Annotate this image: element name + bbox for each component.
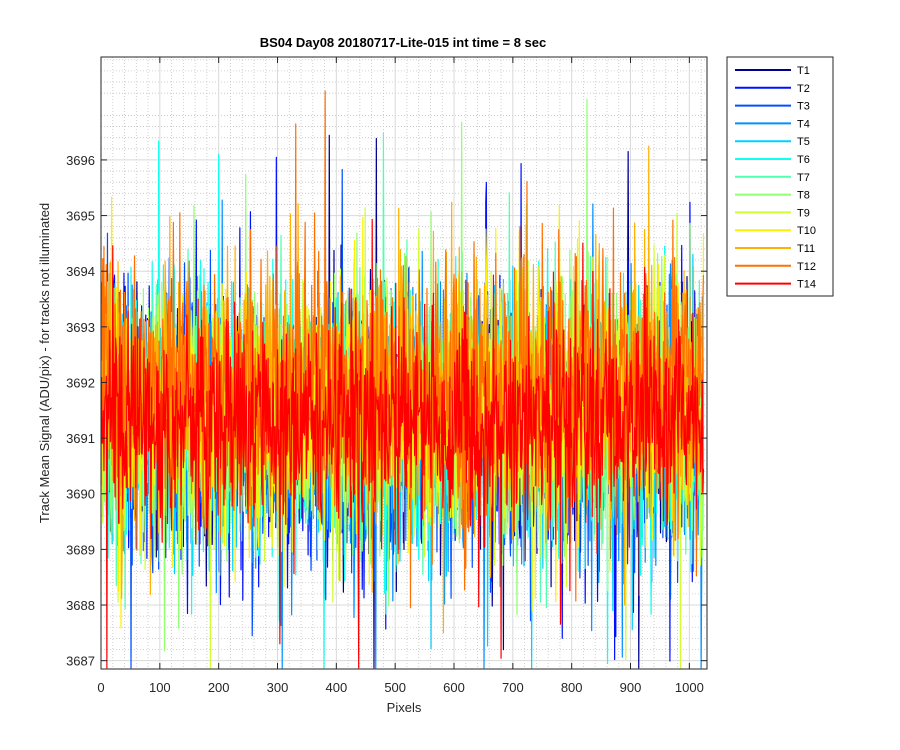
chart-title: BS04 Day08 20180717-Lite-015 int time = … (260, 35, 547, 50)
tick-layer: 0 100 200 300 400 500 600 700 800 900 1000 3687 3688… (66, 57, 707, 695)
legend-label-t10: T10 (797, 225, 816, 237)
y-tick-label: 3689 (66, 542, 95, 557)
series-layer (100, 90, 705, 669)
legend: T1 T2 T3 T4 T5 T6 T7 T8 T9 T10 T11 T12 T14 (726, 56, 834, 297)
y-tick-label: 3687 (66, 654, 95, 669)
x-tick-label: 900 (620, 680, 642, 695)
x-tick-label: 800 (561, 680, 583, 695)
y-tick-label: 3691 (66, 431, 95, 446)
legend-label-t12: T12 (797, 261, 816, 273)
legend-label-t1: T1 (797, 65, 810, 77)
legend-label-t14: T14 (797, 279, 816, 291)
x-tick-label: 200 (208, 680, 230, 695)
legend-label-t4: T4 (797, 118, 810, 130)
x-tick-label: 500 (384, 680, 406, 695)
x-tick-label: 700 (502, 680, 524, 695)
legend-label-t7: T7 (797, 172, 810, 184)
legend-label-t2: T2 (797, 83, 810, 95)
y-axis-label: Track Mean Signal (ADU/pix) - for tracks… (37, 203, 52, 523)
x-axis-label: Pixels (387, 700, 422, 715)
x-tick-label: 300 (267, 680, 289, 695)
y-tick-label: 3690 (66, 487, 95, 502)
x-tick-label: 600 (443, 680, 465, 695)
legend-label-t8: T8 (797, 190, 810, 202)
plot-frame (100, 56, 708, 670)
legend-label-t6: T6 (797, 154, 810, 166)
legend-label-t5: T5 (797, 136, 810, 148)
series-line-t14 (100, 218, 705, 669)
x-tick-label: 1000 (675, 680, 704, 695)
x-tick-label: 100 (149, 680, 171, 695)
legend-label-t3: T3 (797, 101, 810, 113)
legend-label-t11: T11 (797, 243, 815, 255)
y-tick-label: 3692 (66, 375, 95, 390)
x-tick-label: 0 (97, 680, 104, 695)
y-tick-label: 3696 (66, 153, 95, 168)
y-tick-label: 3688 (66, 598, 95, 613)
y-tick-label: 3695 (66, 209, 95, 224)
y-tick-label: 3693 (66, 320, 95, 335)
series-line-t12 (100, 90, 705, 609)
y-tick-label: 3694 (66, 264, 95, 279)
x-tick-label: 400 (325, 680, 347, 695)
legend-label-t9: T9 (797, 207, 810, 219)
